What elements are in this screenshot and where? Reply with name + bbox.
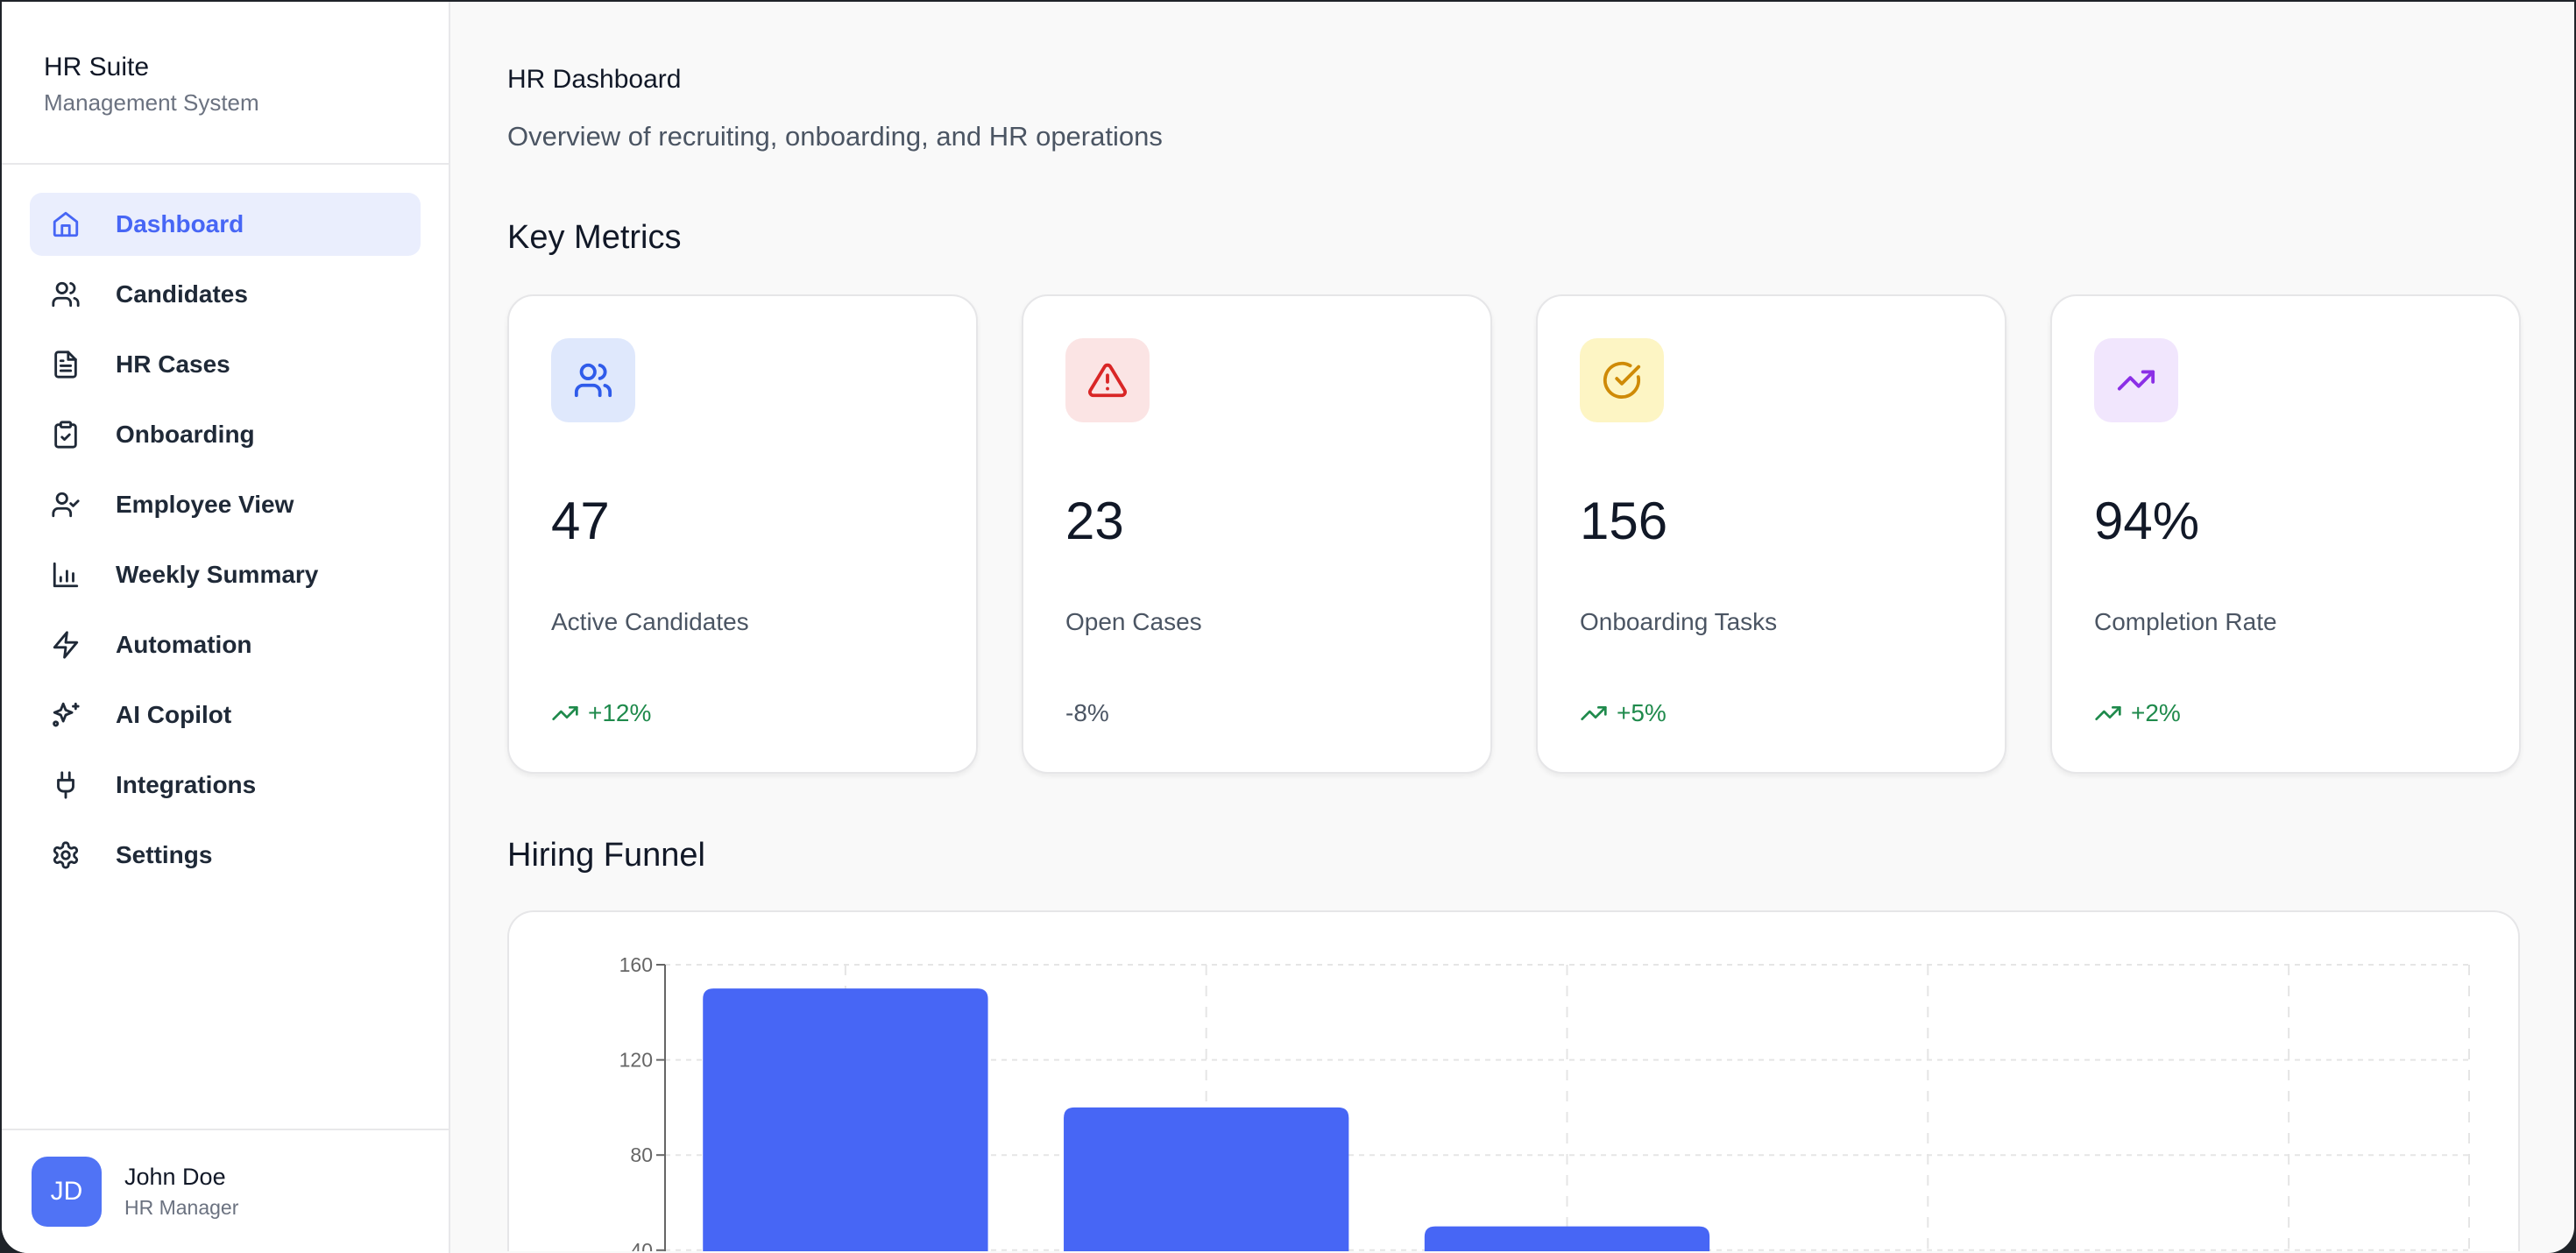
metric-icon-box — [1580, 338, 1664, 422]
metric-value: 156 — [1580, 492, 1668, 550]
metric-trend-value: +2% — [2131, 699, 2181, 726]
y-tick-label: 120 — [619, 1049, 653, 1072]
alert-triangle-icon — [1088, 363, 1127, 398]
metric-trend-value: +5% — [1617, 699, 1667, 726]
sidebar-item-ai-copilot[interactable]: AI Copilot — [30, 683, 421, 747]
y-tick-label: 160 — [619, 953, 653, 976]
metric-card-completion-rate[interactable]: 94% Completion Rate +2% — [2050, 294, 2521, 774]
user-profile[interactable]: JD John Doe HR Manager — [2, 1129, 449, 1253]
trending-up-icon — [1581, 706, 1607, 720]
sidebar-item-weekly-summary[interactable]: Weekly Summary — [30, 543, 421, 606]
sidebar-item-label: Candidates — [116, 280, 248, 308]
sidebar-item-label: Dashboard — [116, 210, 244, 237]
y-tick-label: 40 — [630, 1239, 653, 1251]
key-metrics-heading: Key Metrics — [507, 219, 682, 256]
metric-value: 47 — [551, 492, 610, 550]
metric-trend: +5% — [1580, 699, 1667, 727]
sidebar-item-settings[interactable]: Settings — [30, 824, 421, 887]
metric-value: 23 — [1065, 492, 1124, 550]
metric-label: Open Cases — [1065, 608, 1202, 635]
plug-icon — [57, 771, 74, 799]
home-icon — [53, 211, 79, 237]
metric-value: 94% — [2094, 492, 2200, 550]
funnel-bar — [703, 988, 988, 1251]
metric-card-active-candidates[interactable]: 47 Active Candidates +12% — [507, 294, 978, 774]
metric-trend: -8% — [1065, 699, 1109, 727]
hiring-funnel-chart-card: 40 80 120 160 — [507, 910, 2520, 1251]
metric-icon-box — [1065, 338, 1150, 422]
trending-up-icon — [2095, 706, 2121, 720]
hiring-funnel-chart: 40 80 120 160 — [619, 953, 2470, 1251]
metric-icon-box — [551, 338, 635, 422]
trending-up-icon — [552, 706, 578, 720]
clipboard-check-icon — [54, 421, 77, 449]
metric-card-open-cases[interactable]: 23 Open Cases -8% — [1022, 294, 1492, 774]
metric-trend: +2% — [2094, 699, 2181, 727]
user-role: HR Manager — [124, 1196, 239, 1219]
page-title: HR Dashboard — [507, 65, 682, 94]
sidebar-nav: Dashboard Candidates HR Cases Onboarding Emp… — [2, 165, 449, 887]
metric-trend: +12% — [551, 699, 651, 727]
sidebar-item-dashboard[interactable]: Dashboard — [30, 193, 421, 256]
check-circle-icon — [1603, 361, 1641, 399]
metric-icon-box — [2094, 338, 2178, 422]
users-icon — [52, 281, 80, 308]
app-title: HR Suite — [44, 53, 150, 81]
zap-icon — [53, 631, 79, 659]
file-text-icon — [54, 350, 77, 379]
sidebar-item-label: Weekly Summary — [116, 561, 319, 588]
metric-trend-value: +12% — [588, 699, 652, 726]
sidebar-item-automation[interactable]: Automation — [30, 613, 421, 676]
metric-label: Active Candidates — [551, 608, 749, 635]
sidebar-item-label: Onboarding — [116, 421, 255, 448]
user-name: John Doe — [124, 1164, 226, 1190]
main-content: HR Dashboard Overview of recruiting, onb… — [450, 2, 2574, 1253]
y-tick-label: 80 — [630, 1143, 653, 1166]
sidebar-item-integrations[interactable]: Integrations — [30, 754, 421, 817]
sparkles-icon — [53, 702, 80, 727]
sidebar-item-onboarding[interactable]: Onboarding — [30, 403, 421, 466]
sidebar-item-employee-view[interactable]: Employee View — [30, 473, 421, 536]
bar-chart-icon — [53, 562, 79, 588]
sidebar-item-label: AI Copilot — [116, 701, 232, 728]
app-subtitle: Management System — [44, 89, 259, 116]
sidebar-item-label: Settings — [116, 841, 213, 868]
funnel-bar — [1064, 1107, 1349, 1251]
metric-trend-value: -8% — [1065, 699, 1109, 726]
metric-card-onboarding-tasks[interactable]: 156 Onboarding Tasks +5% — [1536, 294, 2006, 774]
funnel-bar — [1424, 1226, 1710, 1251]
sidebar-item-label: HR Cases — [116, 350, 230, 378]
gear-icon — [53, 841, 79, 869]
trending-up-icon — [2117, 370, 2155, 391]
sidebar-item-label: Automation — [116, 631, 252, 658]
sidebar-item-candidates[interactable]: Candidates — [30, 263, 421, 326]
brand: HR Suite Management System — [2, 2, 449, 165]
hiring-funnel-heading: Hiring Funnel — [507, 837, 705, 874]
metric-label: Onboarding Tasks — [1580, 608, 1778, 635]
avatar: JD — [32, 1157, 102, 1227]
users-icon — [574, 363, 612, 398]
user-check-icon — [52, 492, 80, 518]
metric-label: Completion Rate — [2094, 608, 2277, 635]
sidebar-item-hr-cases[interactable]: HR Cases — [30, 333, 421, 396]
sidebar-item-label: Integrations — [116, 771, 257, 798]
page-subtitle: Overview of recruiting, onboarding, and … — [507, 121, 1163, 152]
sidebar: HR Suite Management System Dashboard Cand… — [2, 2, 450, 1253]
sidebar-item-label: Employee View — [116, 491, 294, 518]
